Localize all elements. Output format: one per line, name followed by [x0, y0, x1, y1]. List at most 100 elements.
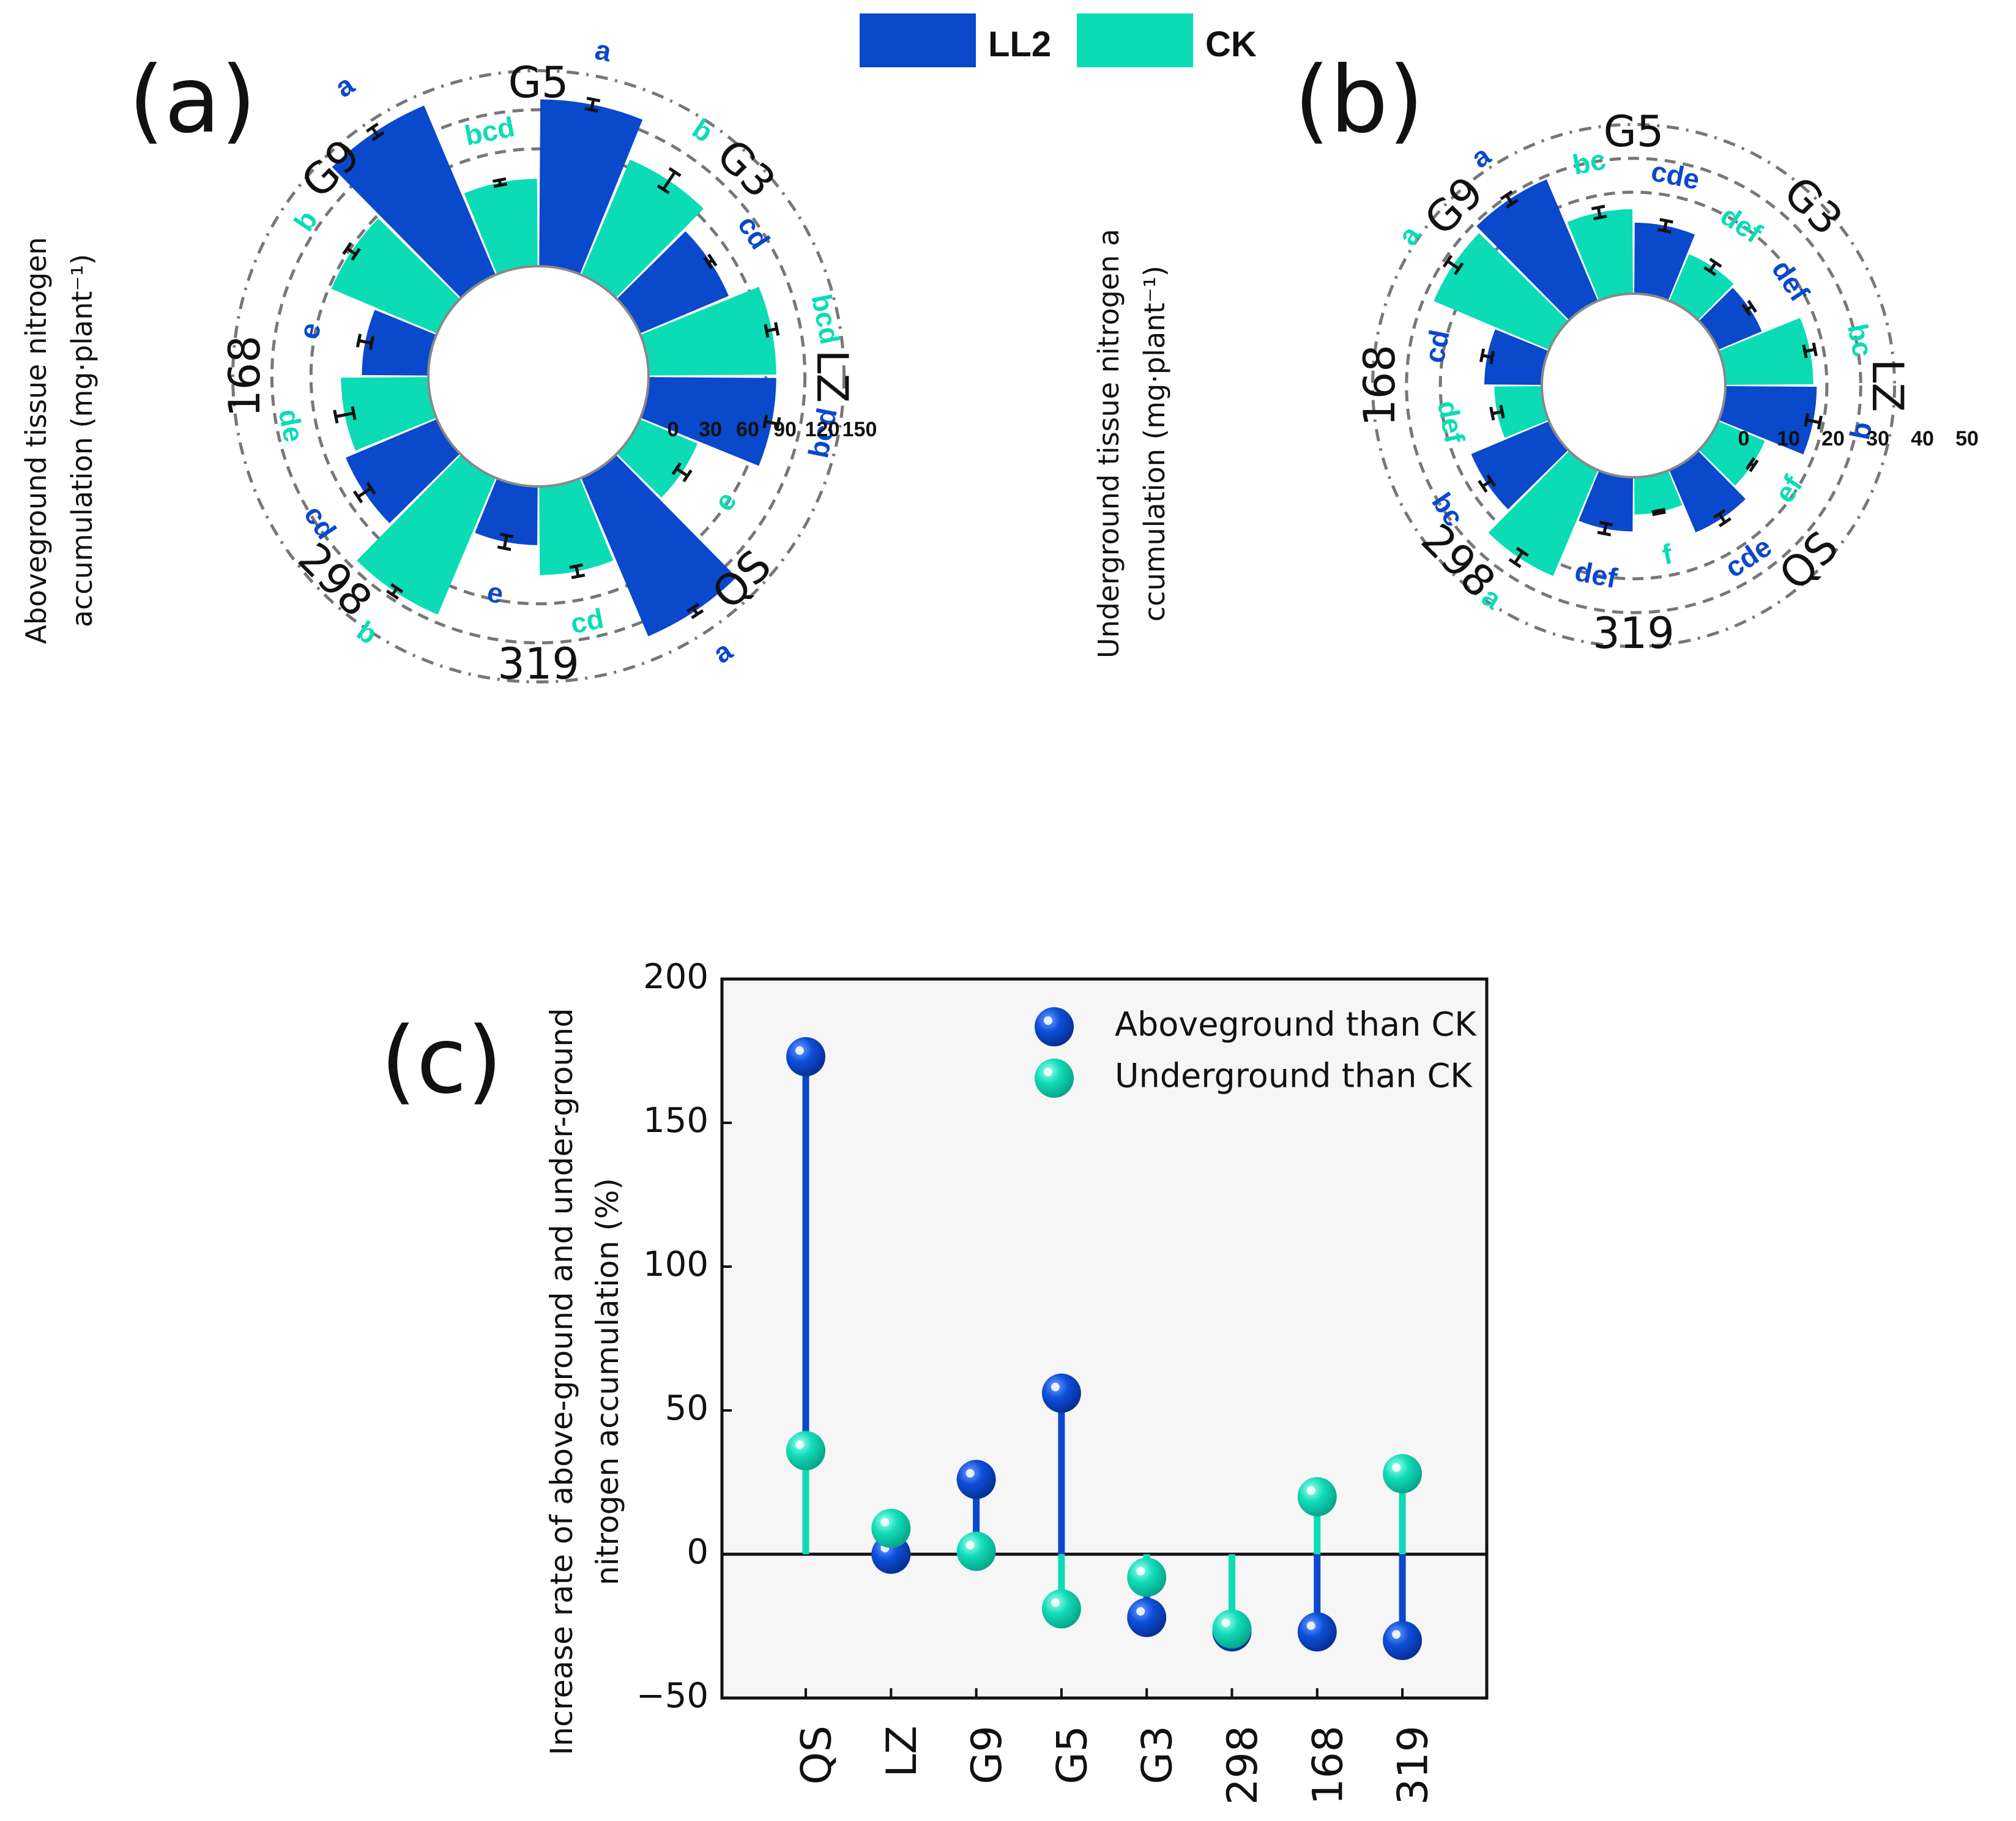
- significance-letter-ll2-g9: a: [1465, 139, 1497, 174]
- error-bar-stem: [1804, 348, 1815, 353]
- significance-letter-ck-168: def: [1432, 398, 1471, 445]
- error-bar-stem: [590, 99, 595, 110]
- significance-letter-ck-g5: bc: [1570, 143, 1609, 181]
- point-underground-qs: [786, 1431, 825, 1470]
- error-bar-ll2-qs: [1713, 508, 1731, 527]
- error-bar-ll2-qs: [686, 602, 704, 619]
- significance-letter-ck-g9: b: [288, 205, 324, 237]
- error-bar-cap: [1802, 344, 1808, 359]
- grid-circle: [309, 147, 768, 606]
- error-bar-cap: [1652, 510, 1666, 516]
- error-bar-stem: [575, 565, 580, 577]
- point-underground-168: [1297, 1477, 1337, 1516]
- significance-letter-ck-g9: a: [1391, 220, 1427, 251]
- significance-letter-ck-g3: b: [686, 113, 718, 149]
- grid-circle: [1371, 123, 1896, 648]
- marker-ball: [871, 1508, 911, 1548]
- marker-ball: [1383, 1454, 1423, 1494]
- error-bar-ll2-g5: [584, 97, 601, 113]
- x-tick-label-g5: G5: [1048, 1726, 1096, 1784]
- error-bar-cap: [586, 97, 601, 103]
- category-label-g3: G3: [707, 130, 785, 208]
- bar-ll2-lz: [1718, 386, 1817, 455]
- error-bar-ck-qs: [671, 462, 693, 483]
- error-bar-ck-319: [1651, 508, 1666, 516]
- error-bar-cap: [1657, 228, 1672, 234]
- legend-entry-aboveground: Aboveground than CK: [1035, 1005, 1477, 1046]
- error-bar-cap: [682, 469, 693, 483]
- series-legend: LL2 CK: [860, 13, 1257, 67]
- significance-letter-ll2-qs: cde: [1719, 531, 1777, 584]
- error-bar-ck-lz: [1802, 342, 1818, 359]
- bar-ll2-g9: [332, 105, 496, 298]
- error-bar-stem: [335, 411, 354, 419]
- significance-letter-ck-319: f: [1659, 538, 1675, 571]
- error-bar-ll2-298: [352, 482, 376, 504]
- marker-highlight: [965, 1541, 975, 1550]
- legend-label-ck: CK: [1205, 24, 1257, 64]
- category-label-319: 319: [497, 639, 579, 689]
- marker-highlight: [1136, 1566, 1145, 1576]
- significance-letter-ll2-g3: cd: [732, 210, 776, 255]
- error-bar-ll2-g9: [1500, 190, 1519, 209]
- grid-circle: [1405, 157, 1862, 614]
- significance-letter-ck-lz: bcd: [805, 291, 846, 346]
- point-aboveground-g3: [1127, 1598, 1167, 1637]
- marker-highlight: [1051, 1598, 1060, 1607]
- point-aboveground-g9: [956, 1459, 996, 1499]
- error-bar-cap: [1651, 508, 1665, 514]
- marker-highlight: [1221, 1618, 1230, 1628]
- bar-ck-168: [341, 377, 437, 451]
- bar-ll2-298: [346, 419, 460, 524]
- bar-ck-g3: [1669, 254, 1734, 321]
- significance-letter-ck-319: cd: [568, 602, 606, 639]
- category-label-g9: G9: [1415, 167, 1493, 245]
- inner-circle: [427, 265, 650, 488]
- y-tick-label: −50: [636, 1676, 709, 1716]
- significance-letter-ll2-g5: a: [592, 33, 614, 67]
- category-label-qs: QS: [1769, 521, 1848, 600]
- bar-ck-g3: [581, 159, 704, 298]
- error-bar-cap: [764, 324, 770, 338]
- marker-ball: [1041, 1373, 1081, 1413]
- bar-ll2-g5: [1634, 222, 1695, 301]
- error-bar-cap: [691, 609, 704, 619]
- error-bar-stem: [1482, 479, 1492, 488]
- error-bar-cap: [352, 490, 363, 504]
- grid-circle: [1438, 190, 1829, 581]
- bar-ck-qs: [617, 419, 697, 498]
- error-bar-ck-g5: [492, 177, 508, 188]
- error-bar-cap: [371, 131, 385, 141]
- category-label-g9: G9: [292, 130, 370, 208]
- point-underground-298: [1212, 1609, 1252, 1649]
- error-bar-ll2-g3: [1741, 300, 1757, 317]
- error-bar-ck-298: [1508, 546, 1529, 568]
- panel-c-plot: 200 150 100 50 0 −50 QS LZ G9 G5 G3 298 168 319 Aboveg…: [636, 957, 1487, 1805]
- legend-label: Underground than CK: [1115, 1057, 1473, 1095]
- error-bar-stem: [1718, 513, 1727, 523]
- radial-tick-label: 90: [773, 418, 797, 441]
- legend-swatch-ll2: [860, 13, 976, 67]
- radial-tick-label: 30: [699, 418, 722, 441]
- category-label-lz: LZ: [1862, 359, 1913, 412]
- legend-marker-highlight: [1044, 1068, 1052, 1076]
- marker-ball: [956, 1459, 996, 1499]
- error-bar-ck-g9: [342, 242, 361, 261]
- significance-letter-ll2-qs: a: [707, 634, 738, 669]
- error-bar-cap: [1486, 474, 1497, 488]
- error-bar-cap: [1747, 300, 1757, 313]
- bar-ck-168: [1494, 386, 1549, 438]
- error-bar-cap: [1489, 350, 1495, 365]
- category-label-168: 168: [220, 335, 270, 417]
- error-bar-ll2-168: [1479, 348, 1495, 365]
- error-bar-cap: [342, 242, 352, 255]
- error-bar-stem: [1446, 259, 1460, 270]
- error-bar-stem: [346, 247, 357, 256]
- error-bar-cap: [355, 333, 362, 348]
- error-bar-cap: [493, 182, 508, 188]
- point-aboveground-319: [1383, 1621, 1423, 1660]
- significance-letter-ck-qs: e: [707, 486, 742, 516]
- error-bar-cap: [365, 122, 379, 133]
- panel-a-plot: bcdaG5bcdG3bcdbcdLZeaQScde319bcd298dee16…: [220, 33, 877, 689]
- legend-entry-underground: Underground than CK: [1035, 1057, 1473, 1098]
